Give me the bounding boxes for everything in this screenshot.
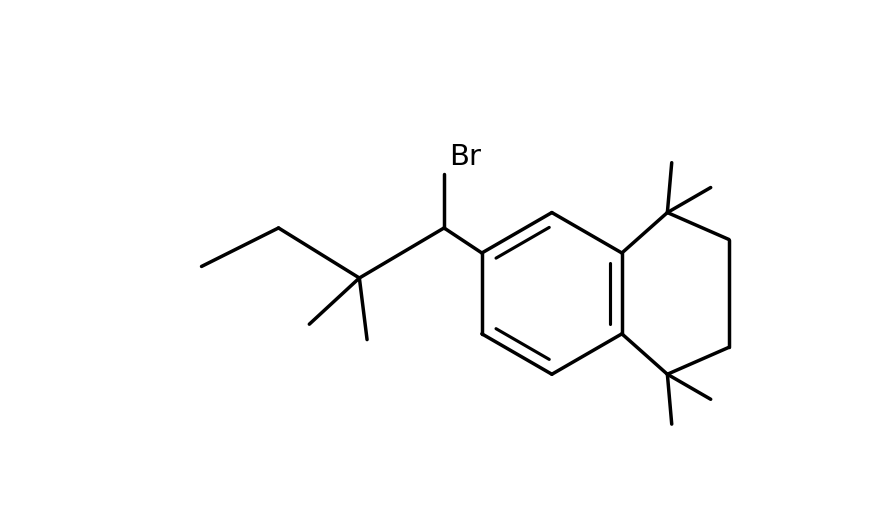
- Text: Br: Br: [448, 143, 481, 171]
